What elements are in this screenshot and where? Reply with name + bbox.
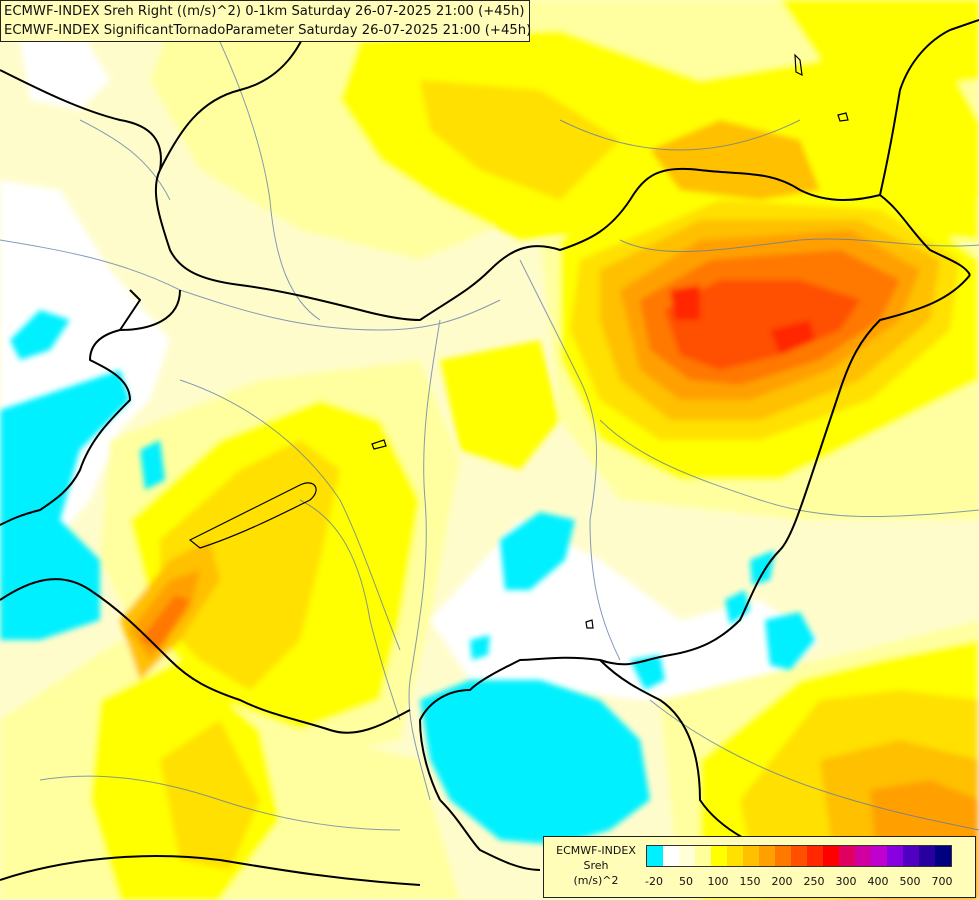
legend-tick-labels: -20 50 100 150 200 250 300 400 500 700 [645,875,976,891]
gold-south [160,720,260,870]
legend-title: ECMWF-INDEX Sreh (m/s)^2 [546,843,646,888]
legend-swatch [727,846,743,866]
red-max-east [770,320,815,355]
cyan-south-small [470,635,490,660]
legend-swatch [903,846,919,866]
small-lake-4 [837,112,849,122]
legend-tick-label: 700 [931,875,953,888]
legend-swatch [759,846,775,866]
gold-sw [160,440,340,690]
legend-swatch [775,846,791,866]
cyan-east-2 [725,590,750,625]
legend-swatch [695,846,711,866]
cyan-west-1 [0,370,130,640]
legend-swatch [871,846,887,866]
legend-tick-label: -20 [645,875,663,888]
legend-swatch [887,846,903,866]
color-legend: ECMWF-INDEX Sreh (m/s)^2 -20 50 100 150 200 2… [543,836,976,898]
small-lake-3 [794,53,803,77]
legend-color-bar [646,845,952,867]
legend-tick-label: 100 [707,875,729,888]
title-line-stp: ECMWF-INDEX SignificantTornadoParameter … [4,23,532,38]
legend-title-model: ECMWF-INDEX [556,844,636,857]
cyan-west-3 [140,440,165,490]
legend-tick-label: 150 [739,875,761,888]
red-max-east-2 [670,285,700,320]
cyan-center [500,512,575,590]
legend-tick-label: 200 [771,875,793,888]
legend-title-param: Sreh [583,859,609,872]
legend-swatch [711,846,727,866]
legend-swatch [855,846,871,866]
yellow-north [340,30,979,240]
legend-swatch [919,846,935,866]
rivers [0,0,979,831]
cyan-east-1 [765,612,815,670]
yellow-mid [440,340,560,470]
lakes [188,53,849,629]
legend-tick-label: 300 [835,875,857,888]
red-core-east [665,280,860,370]
cyan-east-4 [750,550,775,585]
lake-balaton-outline [188,482,317,549]
legend-tick-label: 400 [867,875,889,888]
legend-swatch [823,846,839,866]
small-lake-1 [371,439,387,450]
map-title-box: ECMWF-INDEX Sreh Right ((m/s)^2) 0-1km S… [0,0,532,42]
cyan-east-3 [630,655,665,690]
legend-swatch [839,846,855,866]
cyan-south-big [420,680,650,845]
legend-swatch [743,846,759,866]
legend-tick-label: 500 [899,875,921,888]
legend-swatch [647,846,663,866]
red-orange-sw [140,595,190,650]
yellow-ne [780,0,979,90]
legend-swatch [679,846,695,866]
legend-tick-label: 250 [803,875,825,888]
legend-swatch [935,846,951,866]
cyan-west-2 [10,310,70,360]
small-lake-2 [585,619,594,629]
legend-title-unit: (m/s)^2 [573,874,619,887]
legend-swatch [663,846,679,866]
legend-swatch [791,846,807,866]
gold-north [420,80,620,200]
title-line-sreh: ECMWF-INDEX Sreh Right ((m/s)^2) 0-1km S… [4,4,525,19]
legend-tick-label: 50 [679,875,693,888]
legend-swatch [807,846,823,866]
